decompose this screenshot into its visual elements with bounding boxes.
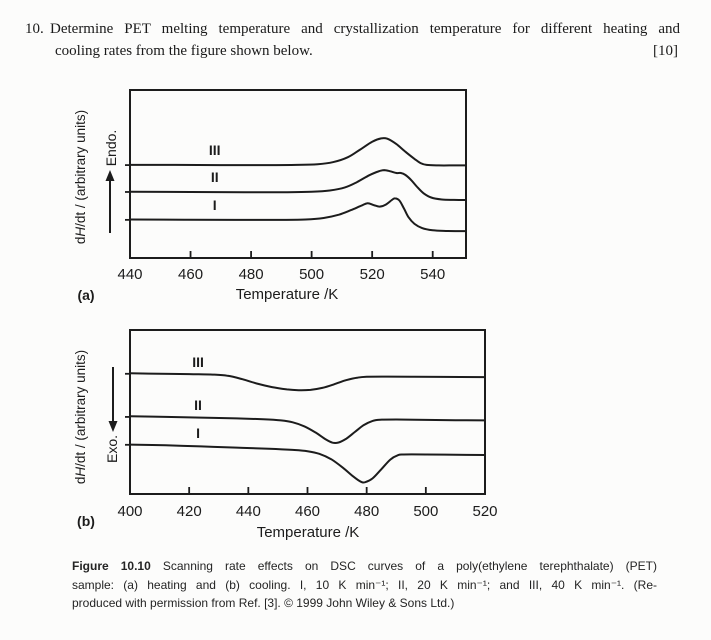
curve-label-I: I [213,197,217,213]
caption-figure-label: Figure 10.10 [72,559,151,573]
panel-label: (a) [77,287,94,303]
direction-label: Exo. [104,435,120,463]
curve-II [129,169,467,201]
y-axis-label: dH/dt / (arbitrary units) [73,350,88,484]
curve-III [129,372,486,392]
x-tick-label: 460 [178,266,203,283]
caption-line-3: produced with permission from Ref. [3]. … [72,596,455,610]
question-text-line-2: cooling rates from the figure shown belo… [55,43,313,59]
x-axis-label: Temperature /K [236,286,339,303]
plot-border [129,89,467,259]
up-arrowhead-icon [105,170,115,181]
x-tick-label: 500 [413,503,438,520]
x-tick-label: 400 [117,503,142,520]
question-marks: [10] [653,43,678,59]
curve-I [129,443,486,484]
y-axis-label: dH/dt / (arbitrary units) [73,110,88,244]
figure-caption: Figure 10.10 Scanning rate effects on DS… [72,557,657,613]
x-tick-label: 420 [177,503,202,520]
x-tick-label: 500 [299,266,324,283]
panel-label: (b) [77,513,95,529]
curve-label-III: III [192,354,204,370]
curve-III [129,137,467,167]
curve-label-III: III [209,142,221,158]
curve-I [129,197,467,233]
x-tick-label: 440 [236,503,261,520]
x-tick-label: 480 [239,266,264,283]
x-tick-label: 520 [472,503,497,520]
caption-line-2: sample: (a) heating and (b) cooling. I, … [72,577,657,592]
x-tick-label: 520 [360,266,385,283]
down-arrowhead-icon [108,421,118,432]
x-tick-label: 480 [354,503,379,520]
x-tick-label: 540 [420,266,445,283]
curve-label-I: I [196,425,200,441]
x-tick-label: 440 [117,266,142,283]
x-axis-label: Temperature /K [257,524,360,541]
caption-line-1-text: Scanning rate effects on DSC curves of a… [162,559,657,573]
dsc-heating-chart: 440 460 480 500 520 540 III II I Temperature /K (a… [55,85,485,307]
plot-border [129,329,486,495]
dsc-cooling-chart: 400 420 440 460 480 500 520 III II I Temperature /… [55,325,500,547]
question-text-line-1: Determine PET melting temperature and cr… [50,21,680,37]
direction-label: Endo. [103,130,119,167]
caption-line-1: Figure 10.10 Scanning rate effects on DS… [72,557,657,576]
curve-label-II: II [194,397,202,413]
question-number: 10. [25,21,44,37]
curve-label-II: II [211,169,219,185]
curve-II [129,415,486,445]
x-tick-label: 460 [295,503,320,520]
